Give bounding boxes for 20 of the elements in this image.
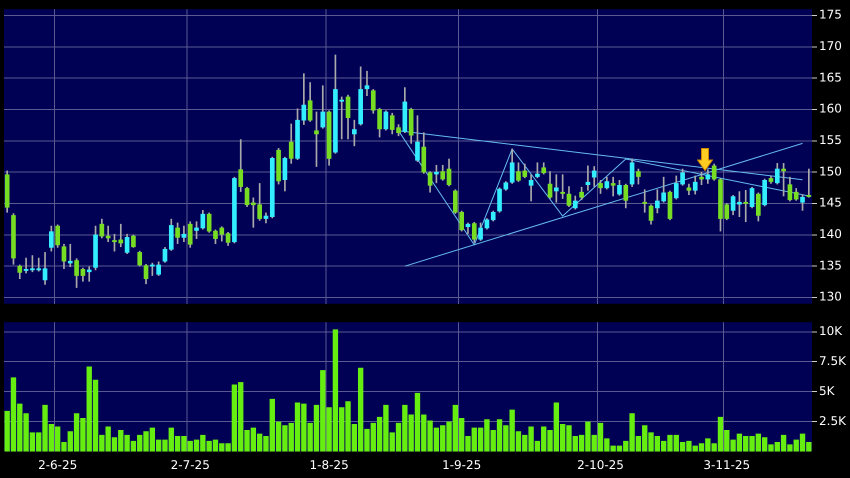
y-tick-label: 140: [819, 226, 842, 241]
x-tick-label: 2-10-25: [577, 458, 624, 472]
y-tick-label: 135: [819, 258, 842, 272]
y-tick-label: 5K: [819, 384, 836, 398]
y-tick-label: 150: [819, 164, 842, 178]
y-tick-label: 10K: [819, 324, 844, 338]
x-tick-label: 1-9-25: [442, 458, 482, 472]
y-tick-label: 155: [819, 132, 842, 147]
y-tick-label: 165: [819, 70, 842, 84]
x-tick-label: 2-6-25: [38, 458, 78, 472]
y-tick-label: 170: [819, 38, 842, 53]
x-tick-label: 3-11-25: [703, 458, 750, 472]
y-tick-label: 2.5K: [819, 414, 848, 428]
y-tick-label: 130: [819, 290, 842, 304]
y-tick-label: 175: [819, 8, 842, 22]
y-tick-label: 145: [819, 196, 842, 210]
y-tick-label: 7.5K: [819, 354, 848, 368]
y-tick-label: 160: [819, 102, 842, 116]
x-tick-label: 1-8-25: [309, 458, 349, 472]
x-tick-label: 2-7-25: [170, 458, 210, 472]
